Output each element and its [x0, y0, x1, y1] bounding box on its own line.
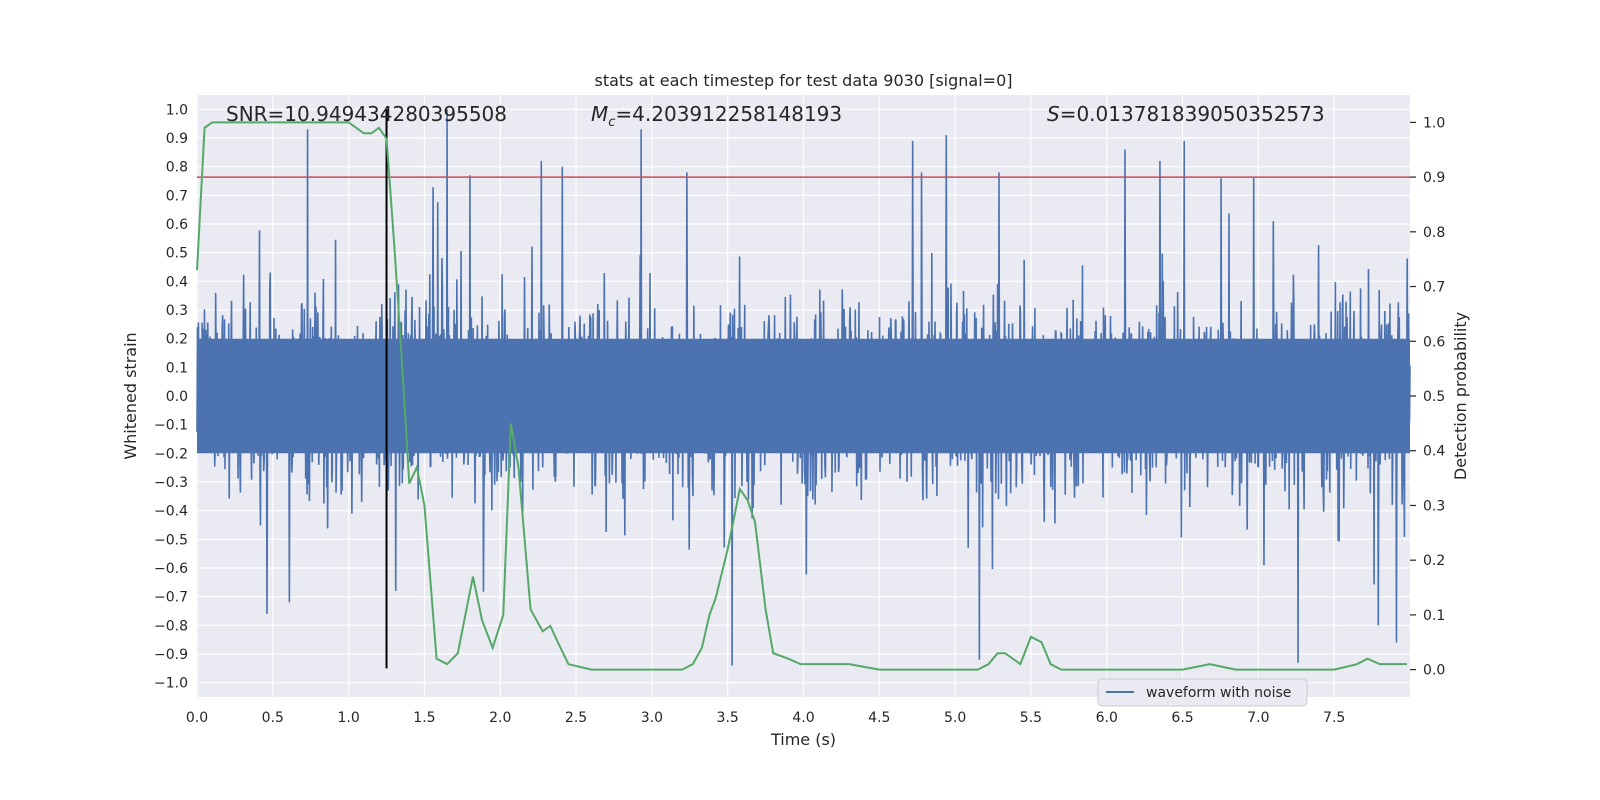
- reference-lines: [197, 109, 1410, 669]
- y2-tick-label-2: 0.8: [1423, 225, 1445, 241]
- x-tick-label-14: 7.0: [1247, 710, 1269, 726]
- y-tick-label-5: 0.5: [166, 246, 188, 262]
- y-tick-label-4: 0.6: [166, 217, 188, 233]
- x-tick-label-0: 0.0: [186, 710, 208, 726]
- y-tick-label-15: −0.5: [154, 532, 188, 548]
- y-tick-label-2: 0.8: [166, 160, 188, 176]
- s-annotation: S=0.013781839050352573: [1047, 102, 1325, 126]
- mc-value: =4.203912258148193: [615, 102, 842, 126]
- y2-tick-label-8: 0.2: [1423, 553, 1445, 569]
- y-tick-label-20: −1.0: [154, 676, 188, 692]
- x-tick-label-13: 6.5: [1171, 710, 1193, 726]
- y-tick-label-11: −0.1: [154, 418, 188, 434]
- x-axis-label: Time (s): [770, 730, 836, 749]
- y-tick-label-10: 0.0: [166, 389, 188, 405]
- x-tick-label-5: 2.5: [565, 710, 587, 726]
- x-tick-label-9: 4.5: [868, 710, 890, 726]
- s-value: =0.013781839050352573: [1060, 102, 1325, 126]
- probability-line: [196, 121, 1407, 671]
- mc-subscript: c: [608, 115, 615, 130]
- y-tick-label-17: −0.7: [154, 590, 188, 606]
- x-tick-label-11: 5.5: [1020, 710, 1042, 726]
- x-tick-label-8: 4.0: [792, 710, 814, 726]
- mc-symbol: M: [591, 102, 608, 126]
- y2-tick-label-3: 0.7: [1423, 280, 1445, 296]
- waveform-series: [196, 109, 1411, 666]
- y-tick-label-1: 0.9: [166, 131, 188, 147]
- s-symbol: S: [1047, 102, 1060, 126]
- x-tick-label-12: 6.0: [1096, 710, 1118, 726]
- x-tick-label-3: 1.5: [413, 710, 435, 726]
- y-tick-label-19: −0.9: [154, 647, 188, 663]
- axis-ticks: 0.0 0.5 1.0 1.5 2.0 2.5 3.0 3.5 4.0 4.5 5.0 5.5 6.0 6…: [154, 102, 1445, 726]
- y-tick-label-6: 0.4: [166, 274, 188, 290]
- legend-box: [1097, 678, 1308, 707]
- y2-tick-label-10: 0.0: [1423, 663, 1445, 679]
- y-tick-label-7: 0.3: [166, 303, 188, 319]
- x-tick-label-15: 7.5: [1323, 710, 1345, 726]
- waveform-dense-band: [197, 338, 1410, 454]
- y2-tick-label-1: 0.9: [1423, 170, 1445, 186]
- x-tick-label-7: 3.5: [717, 710, 739, 726]
- legend: waveform with noise: [1097, 678, 1308, 707]
- y-tick-label-8: 0.2: [166, 332, 188, 348]
- chirp-mass-annotation: Mc=4.203912258148193: [591, 102, 842, 130]
- y-tick-label-18: −0.8: [154, 618, 188, 634]
- probability-series: [196, 121, 1407, 671]
- y-tick-label-12: −0.2: [154, 446, 188, 462]
- x-tick-label-1: 0.5: [262, 710, 284, 726]
- x-tick-label-10: 5.0: [944, 710, 966, 726]
- y-tick-label-0: 1.0: [166, 102, 188, 118]
- chart-title: stats at each timestep for test data 903…: [594, 71, 1012, 90]
- y2-tick-label-9: 0.1: [1423, 608, 1445, 624]
- y2-tick-label-6: 0.4: [1423, 444, 1445, 460]
- y-tick-label-9: 0.1: [166, 360, 188, 376]
- x-tick-label-2: 1.0: [337, 710, 359, 726]
- legend-entry-waveform: waveform with noise: [1146, 685, 1291, 701]
- y-tick-label-14: −0.4: [154, 504, 188, 520]
- y-tick-label-3: 0.7: [166, 188, 188, 204]
- y-tick-label-13: −0.3: [154, 475, 188, 491]
- y2-tick-label-5: 0.5: [1423, 389, 1445, 405]
- x-tick-label-6: 3.0: [641, 710, 663, 726]
- y2-tick-label-4: 0.6: [1423, 334, 1445, 350]
- y-tick-label-16: −0.6: [154, 561, 188, 577]
- y2-tick-label-7: 0.3: [1423, 498, 1445, 514]
- y2-tick-label-0: 1.0: [1423, 115, 1445, 131]
- x-tick-label-4: 2.0: [489, 710, 511, 726]
- y2-axis-label: Detection probability: [1451, 312, 1470, 480]
- snr-annotation: SNR=10.949434280395508: [226, 102, 507, 126]
- y-axis-label: Whitened strain: [121, 332, 140, 459]
